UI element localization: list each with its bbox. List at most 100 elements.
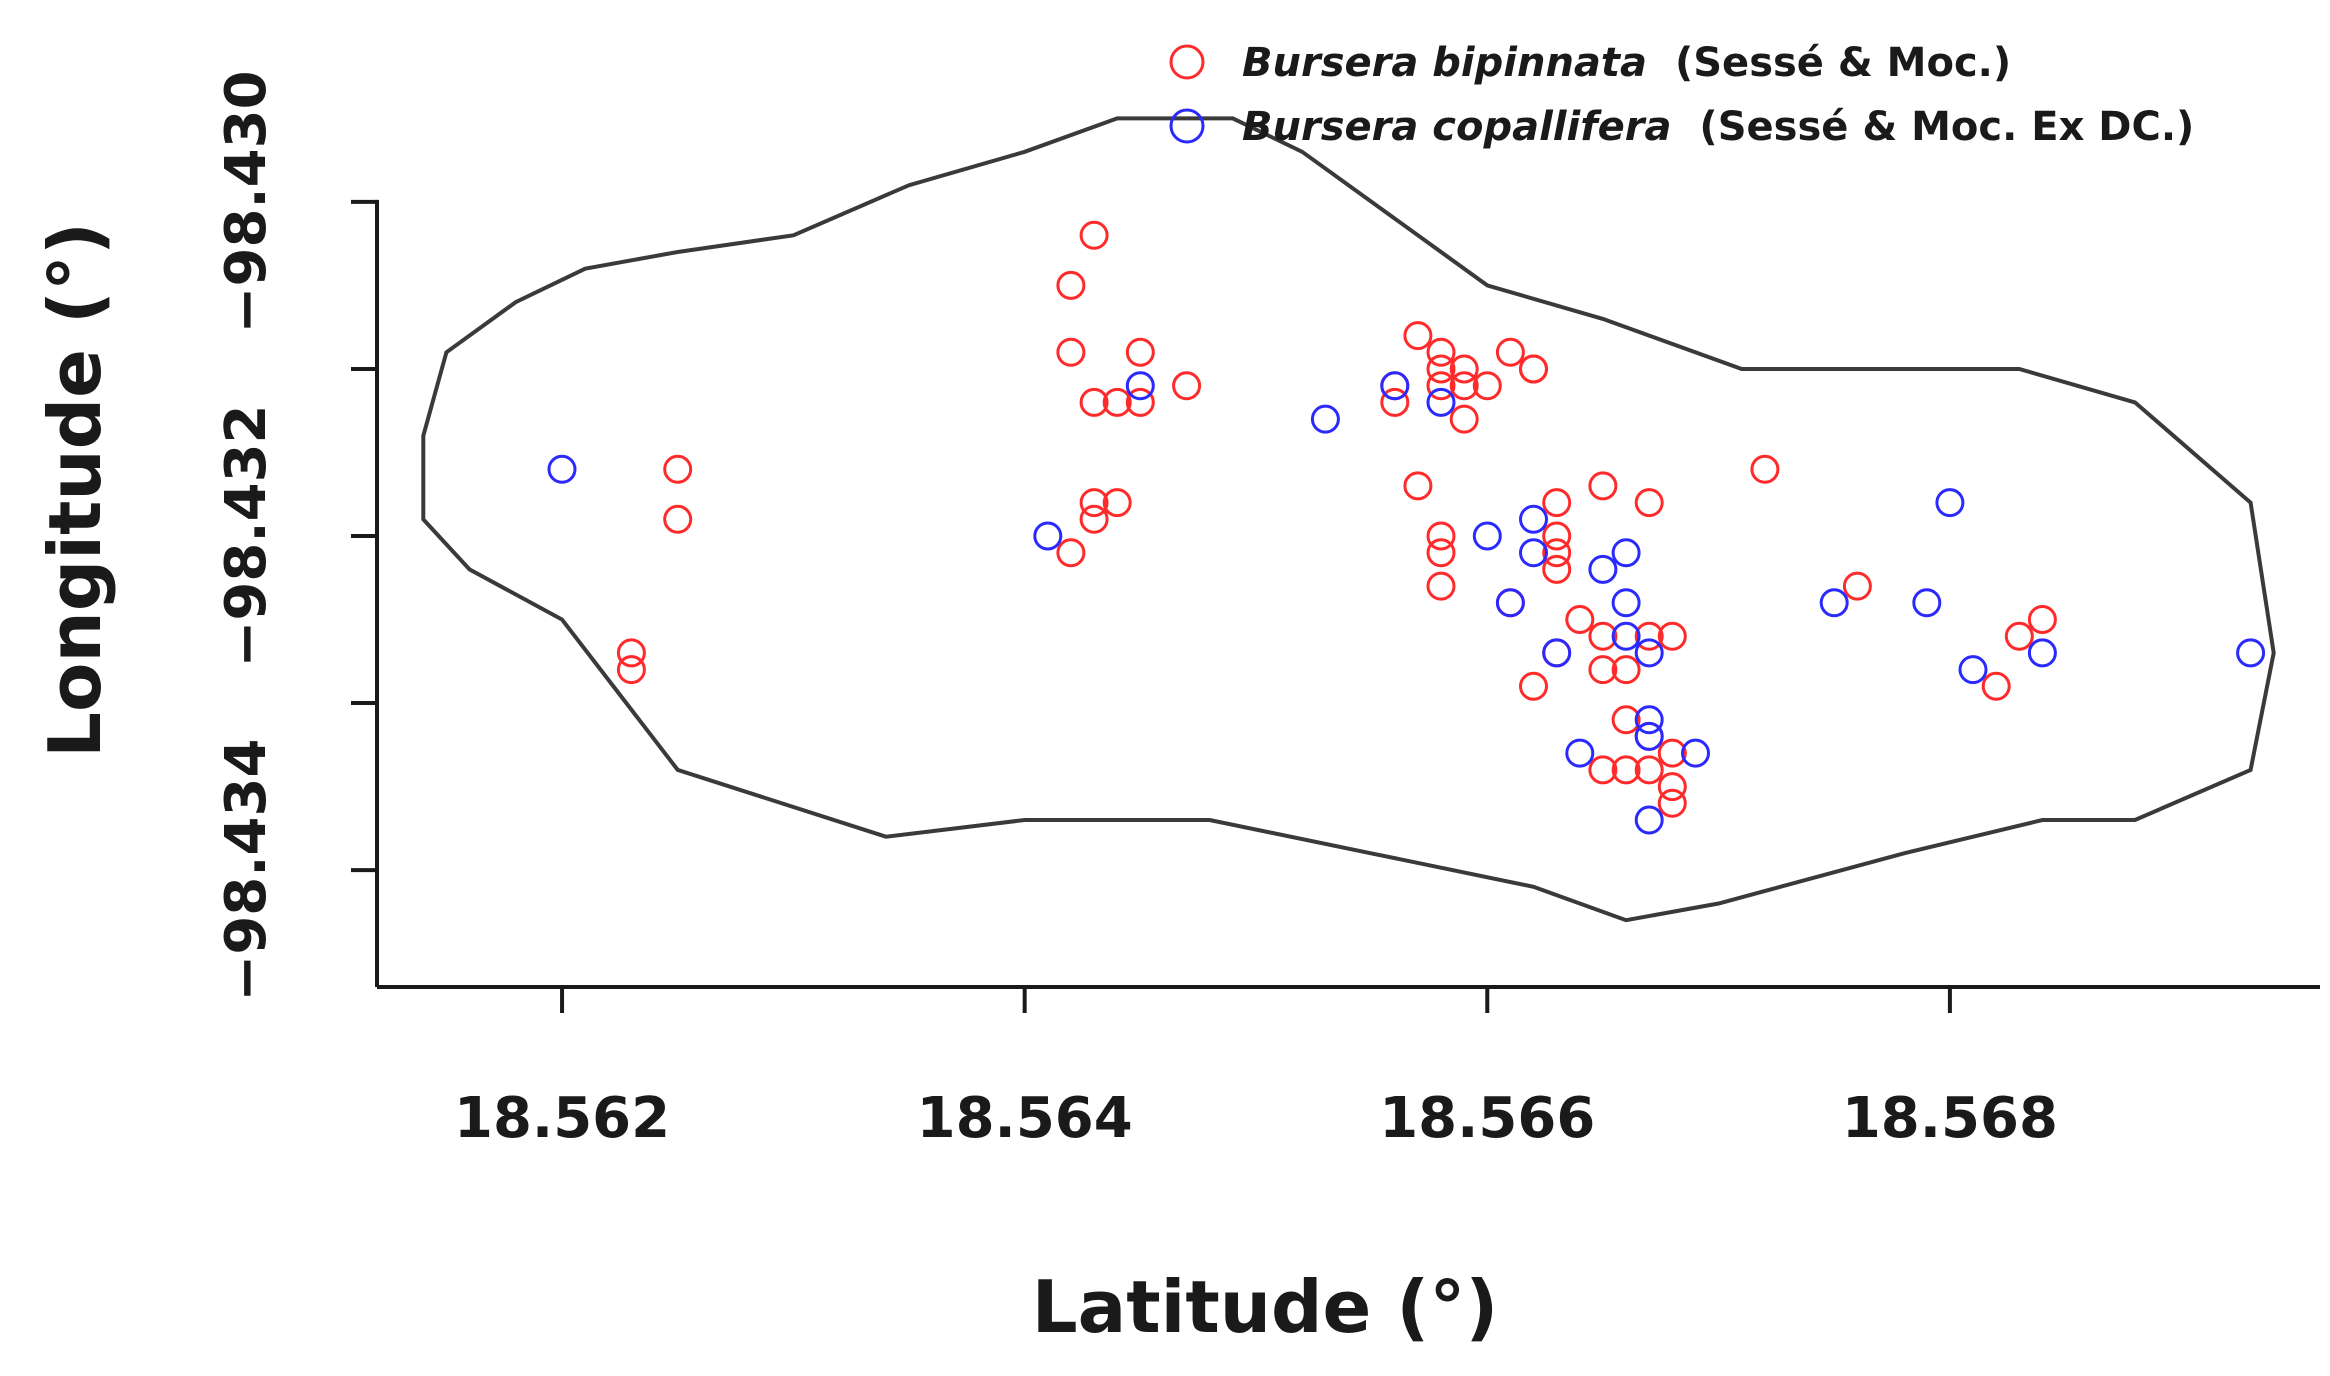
data-point [547, 454, 577, 484]
data-point [1310, 404, 1340, 434]
data-point [1588, 471, 1618, 501]
data-point [1981, 671, 2011, 701]
data-point [1079, 387, 1109, 417]
data-point [2004, 621, 2034, 651]
data-point [1958, 655, 1988, 685]
data-points [547, 220, 2266, 835]
data-point [616, 655, 646, 685]
data-point [1542, 488, 1572, 518]
data-point [1588, 655, 1618, 685]
data-point [1495, 337, 1525, 367]
x-tick-label: 18.562 [454, 1086, 670, 1151]
legend-label-copallifera: Bursera copallifera (Sessé & Moc. Ex DC.… [1242, 104, 2194, 150]
legend-species-copallifera: Bursera copallifera [1242, 104, 1671, 150]
data-point [1125, 337, 1155, 367]
data-point [1542, 521, 1572, 551]
data-point [1403, 321, 1433, 351]
legend-species-bipinnata: Bursera bipinnata [1242, 40, 1647, 86]
x-tick-label: 18.564 [917, 1086, 1133, 1151]
data-point [1172, 371, 1202, 401]
data-point [1033, 521, 1063, 551]
data-point [1426, 521, 1456, 551]
data-point [1079, 488, 1109, 518]
data-point [1472, 521, 1502, 551]
data-point [1634, 638, 1664, 668]
data-point [1634, 755, 1664, 785]
data-point [1634, 488, 1664, 518]
y-axis-title: Longitude (°) [33, 222, 117, 758]
data-point [1426, 387, 1456, 417]
data-point [1519, 504, 1548, 534]
legend-label-bipinnata: Bursera bipinnata (Sessé & Moc.) [1242, 40, 2011, 86]
data-point [2027, 638, 2057, 668]
x-ticks: 18.562 18.564 18.566 18.568 [454, 987, 2058, 1151]
data-point [1472, 371, 1502, 401]
data-point [1125, 371, 1155, 401]
axes: 18.562 18.564 18.566 18.568 −98.434−98.432−… [214, 70, 2320, 1151]
y-ticks: −98.434 −98.432 −98.430 [214, 70, 377, 1002]
data-point [1426, 354, 1456, 384]
data-point [1634, 721, 1664, 751]
data-point [2236, 638, 2266, 668]
data-point [1611, 538, 1641, 568]
data-point [1842, 571, 1872, 601]
data-point [1380, 371, 1410, 401]
data-point [1634, 621, 1664, 651]
data-point [616, 638, 646, 668]
legend: Bursera bipinnata (Sessé & Moc.) Bursera… [1169, 40, 2194, 150]
series-copallifera [547, 371, 2266, 835]
data-point [1056, 337, 1086, 367]
legend-authority-copallifera: (Sessé & Moc. Ex DC.) [1699, 104, 2194, 150]
data-point [1542, 538, 1572, 568]
data-point [1681, 738, 1710, 768]
data-point [1565, 605, 1595, 634]
data-point [1935, 488, 1965, 518]
data-point [1426, 371, 1456, 401]
data-point [1449, 371, 1479, 401]
y-tick-label: −98.432 [214, 404, 279, 667]
data-point [1611, 755, 1641, 785]
data-point [1449, 404, 1479, 434]
data-point [1634, 705, 1664, 735]
data-point [1565, 738, 1595, 768]
data-point [1449, 354, 1479, 384]
x-axis-title: Latitude (°) [1032, 1265, 1499, 1349]
data-point [2027, 605, 2057, 634]
data-point [1611, 621, 1641, 651]
data-point [1588, 755, 1618, 785]
series-bipinnata [616, 220, 2057, 818]
data-point [1426, 538, 1456, 568]
data-point [1750, 454, 1780, 484]
x-tick-label: 18.566 [1379, 1086, 1595, 1151]
data-point [1426, 337, 1456, 367]
data-point [1519, 538, 1548, 568]
data-point [1125, 387, 1155, 417]
data-point [1403, 471, 1433, 501]
y-tick-label: −98.434 [214, 739, 279, 1002]
data-point [1657, 621, 1687, 651]
data-point [1079, 504, 1109, 534]
data-point [1519, 671, 1548, 701]
data-point [1657, 772, 1687, 802]
data-point [663, 454, 693, 484]
data-point [1611, 655, 1641, 685]
data-point [1912, 588, 1942, 618]
data-point [1611, 705, 1641, 735]
data-point [1102, 387, 1132, 417]
data-point [1611, 588, 1641, 618]
data-point [1657, 738, 1687, 768]
data-point [1542, 554, 1572, 584]
data-point [1056, 538, 1086, 568]
data-point [1102, 488, 1132, 518]
data-point [1819, 588, 1849, 618]
data-point [1079, 220, 1109, 250]
data-point [1657, 788, 1687, 818]
data-point [1542, 638, 1572, 668]
data-point [1519, 354, 1548, 384]
legend-authority-bipinnata: (Sessé & Moc.) [1675, 40, 2011, 86]
study-area-boundary [421, 116, 2276, 923]
legend-marker-bipinnata [1169, 44, 1205, 80]
data-point [1380, 387, 1410, 417]
data-point [1056, 270, 1086, 300]
